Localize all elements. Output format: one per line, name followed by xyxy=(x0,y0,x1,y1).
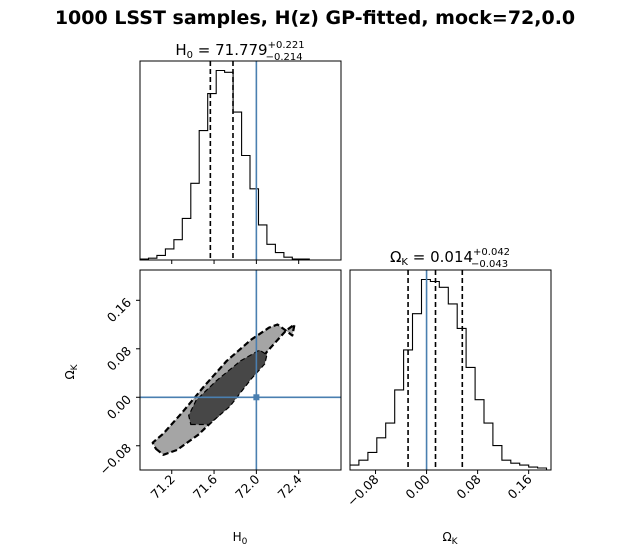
joint-y-ticks: −0.08 0.00 0.08 0.16 xyxy=(96,295,140,478)
joint-x-ticks: 71.2 71.6 72.0 72.4 xyxy=(148,470,305,502)
x-tick-label: 72.0 xyxy=(232,471,262,501)
title-symbol: Ω xyxy=(390,248,401,266)
title-value: = 71.779 xyxy=(193,41,268,59)
x-tick-label: 0.08 xyxy=(453,471,483,501)
h0-panel-tick-marks xyxy=(171,260,300,264)
inner-credible-contour xyxy=(188,349,268,426)
x-tick-label: −0.08 xyxy=(344,471,382,509)
y-tick-label: 0.16 xyxy=(104,295,134,325)
title-subscript: 0 xyxy=(187,50,193,61)
x-tick-label: 0.00 xyxy=(402,471,432,501)
histogram-step-line xyxy=(350,278,548,470)
joint-truth-lines xyxy=(140,270,341,470)
y-tick-label: −0.08 xyxy=(96,440,134,478)
joint-contour-panel: 71.2 71.6 72.0 72.4 −0.08 0.00 0.08 0.16 H0 ΩK xyxy=(63,269,342,547)
title-value: = 0.014 xyxy=(408,248,473,266)
joint-x-axis-label: H0 xyxy=(233,530,248,547)
title-subscript: K xyxy=(401,257,408,268)
x-tick-label: 71.2 xyxy=(148,472,178,502)
figure-title: 1000 LSST samples, H(z) GP-fitted, mock=… xyxy=(55,7,575,29)
axis-label-symbol: H xyxy=(233,530,242,544)
y-tick-label: 0.00 xyxy=(104,392,134,422)
joint-y-axis-label: ΩK xyxy=(63,363,80,379)
h0-histogram-panel: H0 = 71.779+0.221 −0.214 xyxy=(139,40,342,264)
omegak-x-ticks: −0.08 0.00 0.08 0.16 xyxy=(344,470,535,509)
omegak-histogram-panel: ΩK = 0.014+0.042 −0.043 −0.08 0.00 0.08 0.16… xyxy=(344,247,552,547)
y-tick-label: 0.08 xyxy=(104,343,134,373)
axis-label-symbol: Ω xyxy=(63,370,77,379)
x-tick-label: 71.6 xyxy=(190,471,220,501)
axis-label-subscript: K xyxy=(70,363,80,370)
title-lower-error: −0.043 xyxy=(471,259,508,270)
axis-label-subscript: 0 xyxy=(242,537,248,547)
title-upper-error: +0.221 xyxy=(268,40,305,51)
histogram-step-line xyxy=(140,69,310,260)
omegak-panel-frame xyxy=(349,269,552,471)
h0-histogram xyxy=(140,69,310,260)
axis-label-subscript: K xyxy=(452,537,459,547)
h0-panel-frame xyxy=(139,60,342,261)
joint-panel-frame xyxy=(139,269,342,471)
h0-panel-title: H0 = 71.779+0.221 −0.214 xyxy=(175,40,304,63)
x-tick-label: 0.16 xyxy=(504,471,534,501)
omegak-panel-title: ΩK = 0.014+0.042 −0.043 xyxy=(390,247,510,270)
omegak-quantile-lines xyxy=(407,270,464,470)
x-tick-label: 72.4 xyxy=(275,471,305,501)
title-lower-error: −0.214 xyxy=(266,52,303,63)
h0-quantile-lines xyxy=(209,61,234,260)
title-symbol: H xyxy=(175,41,186,59)
truth-marker xyxy=(253,394,260,401)
omegak-x-axis-label: ΩK xyxy=(442,530,458,547)
omegak-histogram xyxy=(350,278,548,470)
axis-label-symbol: Ω xyxy=(442,530,451,544)
title-upper-error: +0.042 xyxy=(473,247,510,258)
